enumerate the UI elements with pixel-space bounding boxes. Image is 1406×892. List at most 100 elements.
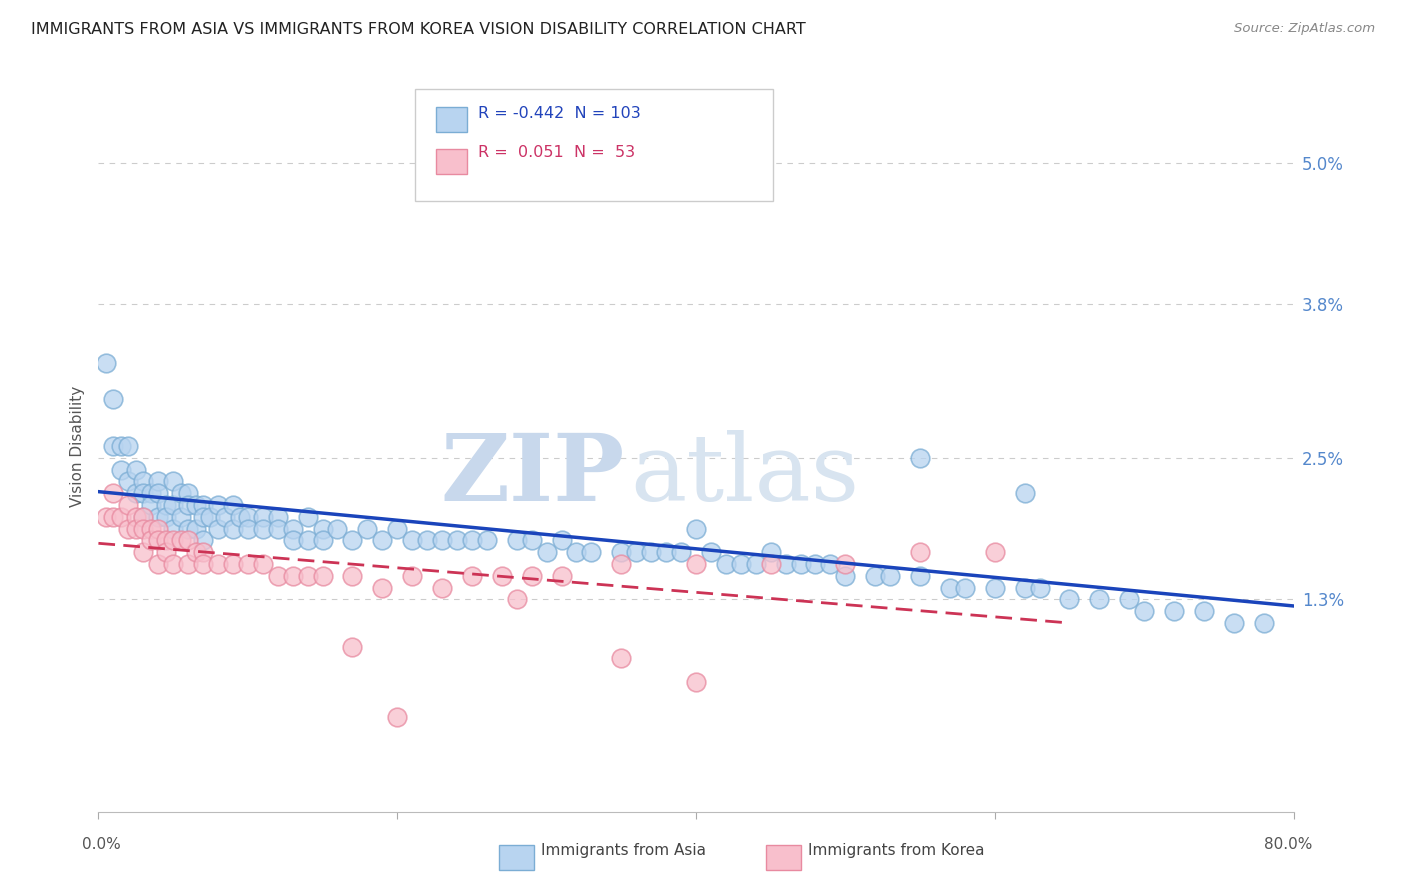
Point xyxy=(730,557,752,571)
Point xyxy=(222,522,245,536)
Point xyxy=(148,475,170,489)
Point xyxy=(1059,592,1081,607)
Point xyxy=(117,522,139,536)
Point xyxy=(125,462,148,476)
Point xyxy=(700,545,723,559)
Point xyxy=(177,557,200,571)
Point xyxy=(1223,615,1246,630)
Point xyxy=(148,522,170,536)
Point xyxy=(191,498,214,512)
Point xyxy=(207,557,229,571)
Point xyxy=(1118,592,1140,607)
Point xyxy=(655,545,678,559)
Point xyxy=(236,557,259,571)
Point xyxy=(311,522,333,536)
Point xyxy=(879,568,901,582)
Point xyxy=(267,568,290,582)
Point xyxy=(565,545,588,559)
Point xyxy=(132,509,155,524)
Point xyxy=(252,557,274,571)
Point xyxy=(984,581,1007,595)
Point xyxy=(371,533,394,548)
Point xyxy=(162,522,184,536)
Point xyxy=(103,439,125,453)
Point xyxy=(229,509,252,524)
Point xyxy=(139,486,162,500)
Point xyxy=(184,522,207,536)
Point xyxy=(685,675,707,690)
Point xyxy=(669,545,692,559)
Point xyxy=(550,568,572,582)
Point xyxy=(148,533,170,548)
Point xyxy=(401,568,423,582)
Text: R =  0.051  N =  53: R = 0.051 N = 53 xyxy=(478,145,636,161)
Point xyxy=(162,557,184,571)
Point xyxy=(214,509,236,524)
Point xyxy=(155,509,177,524)
Point xyxy=(169,486,191,500)
Point xyxy=(252,522,274,536)
Point xyxy=(1014,581,1036,595)
Point xyxy=(581,545,603,559)
Point xyxy=(117,498,139,512)
Point xyxy=(139,498,162,512)
Point xyxy=(834,557,856,571)
Point xyxy=(191,533,214,548)
Point xyxy=(139,533,162,548)
Point xyxy=(281,533,304,548)
Point xyxy=(311,533,333,548)
Point xyxy=(94,509,117,524)
Text: Immigrants from Korea: Immigrants from Korea xyxy=(808,843,986,858)
Point xyxy=(148,486,170,500)
Point xyxy=(236,509,259,524)
Point xyxy=(759,545,782,559)
Text: ZIP: ZIP xyxy=(440,430,624,520)
Point xyxy=(610,557,633,571)
Point xyxy=(1014,486,1036,500)
Point xyxy=(177,498,200,512)
Text: IMMIGRANTS FROM ASIA VS IMMIGRANTS FROM KOREA VISION DISABILITY CORRELATION CHAR: IMMIGRANTS FROM ASIA VS IMMIGRANTS FROM … xyxy=(31,22,806,37)
Point xyxy=(222,498,245,512)
Point xyxy=(110,509,132,524)
Point xyxy=(984,545,1007,559)
Point xyxy=(520,568,543,582)
Point xyxy=(610,545,633,559)
Point xyxy=(461,533,484,548)
Point xyxy=(184,545,207,559)
Point xyxy=(342,568,364,582)
Point xyxy=(184,498,207,512)
Point xyxy=(685,522,707,536)
Point xyxy=(110,462,132,476)
Point xyxy=(640,545,662,559)
Point xyxy=(759,557,782,571)
Point xyxy=(117,439,139,453)
Point xyxy=(236,522,259,536)
Point xyxy=(789,557,811,571)
Point xyxy=(132,522,155,536)
Point xyxy=(297,509,319,524)
Point xyxy=(177,522,200,536)
Point xyxy=(222,557,245,571)
Point xyxy=(162,533,184,548)
Point xyxy=(685,557,707,571)
Point xyxy=(125,522,148,536)
Point xyxy=(162,475,184,489)
Point xyxy=(550,533,572,548)
Point xyxy=(1028,581,1050,595)
Point xyxy=(401,533,423,548)
Point xyxy=(125,486,148,500)
Point xyxy=(356,522,378,536)
Point xyxy=(200,509,222,524)
Point xyxy=(908,568,931,582)
Point xyxy=(745,557,768,571)
Point xyxy=(1163,604,1185,618)
Text: R = -0.442  N = 103: R = -0.442 N = 103 xyxy=(478,106,641,121)
Point xyxy=(775,557,797,571)
Point xyxy=(162,498,184,512)
Point xyxy=(1133,604,1156,618)
Point xyxy=(326,522,349,536)
Point xyxy=(132,475,155,489)
Point xyxy=(94,356,117,370)
Point xyxy=(342,533,364,548)
Text: atlas: atlas xyxy=(630,430,859,520)
